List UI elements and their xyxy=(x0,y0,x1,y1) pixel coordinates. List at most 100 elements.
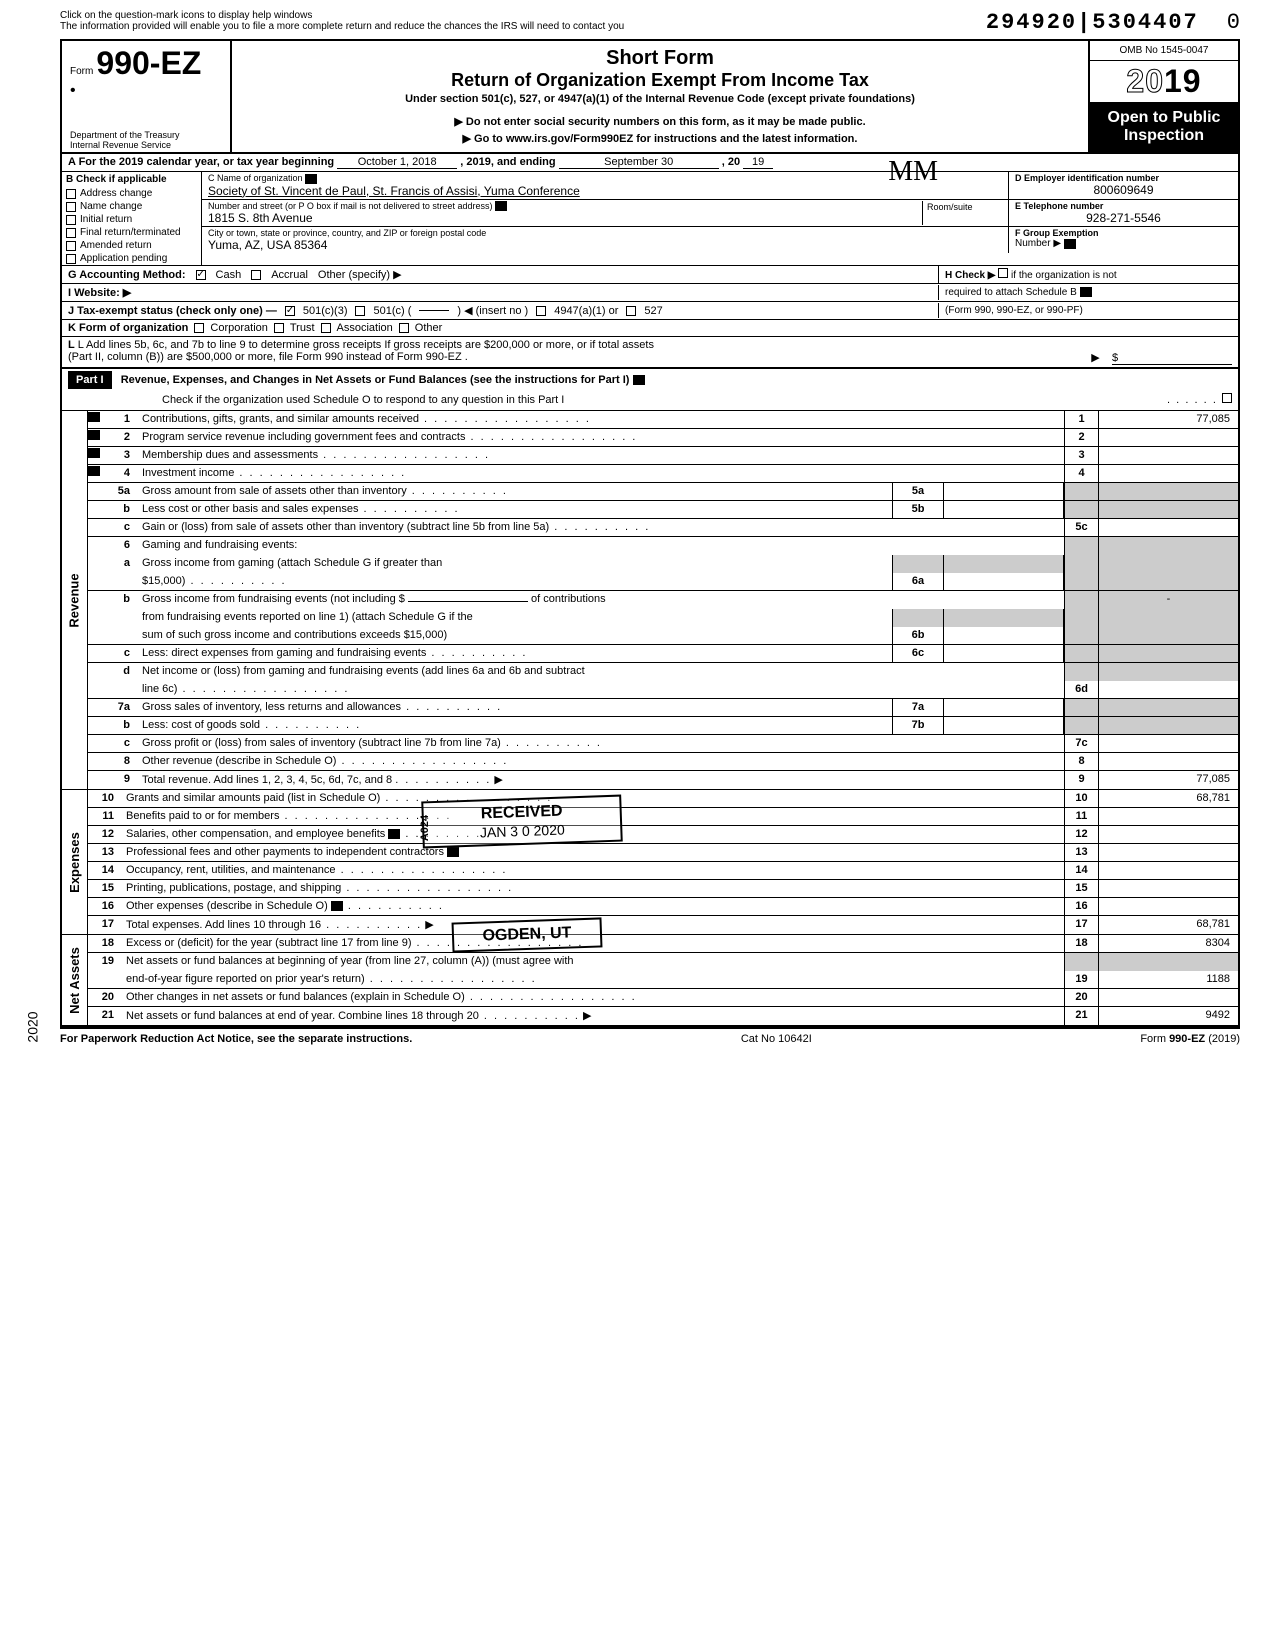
line-10: 10Grants and similar amounts paid (list … xyxy=(88,790,1238,808)
help-icon[interactable] xyxy=(88,412,100,422)
col-b-checkboxes: B Check if applicable Address change Nam… xyxy=(62,172,202,265)
open-to-public: Open to Public Inspection xyxy=(1090,102,1238,152)
row-i: I Website: ▶ required to attach Schedule… xyxy=(62,284,1238,302)
value-19: 1188 xyxy=(1098,971,1238,988)
help-icon[interactable] xyxy=(88,466,100,476)
chk-corp[interactable] xyxy=(194,323,204,333)
k-label: K Form of organization xyxy=(68,322,188,334)
form-header-right: OMB No 1545-0047 20201919 Open to Public… xyxy=(1088,41,1238,152)
chk-final-return[interactable]: Final return/terminated xyxy=(62,226,201,239)
chk-501c3[interactable] xyxy=(285,306,295,316)
field-ein: D Employer identification number 8006096… xyxy=(1008,172,1238,199)
row-a-begin-date: October 1, 2018 xyxy=(337,156,457,169)
row-h-cont: required to attach Schedule B xyxy=(938,285,1238,300)
help-icon[interactable] xyxy=(1080,287,1092,297)
checkbox-icon xyxy=(66,228,76,238)
line-19b: end-of-year figure reported on prior yea… xyxy=(88,971,1238,989)
chk-name-change[interactable]: Name change xyxy=(62,200,201,213)
top-instructions: Click on the question-mark icons to disp… xyxy=(60,10,624,32)
revenue-lines: 1Contributions, gifts, grants, and simil… xyxy=(88,411,1238,789)
chk-527[interactable] xyxy=(626,306,636,316)
value-21: 9492 xyxy=(1098,1007,1238,1025)
help-icon[interactable] xyxy=(633,375,645,385)
line-12: 12Salaries, other compensation, and empl… xyxy=(88,826,1238,844)
chk-cash[interactable] xyxy=(196,270,206,280)
chk-accrual[interactable] xyxy=(251,270,261,280)
line-6d-2: line 6c) 6d xyxy=(88,681,1238,699)
line-6b-2: from fundraising events reported on line… xyxy=(88,609,1238,627)
line-21: 21Net assets or fund balances at end of … xyxy=(88,1007,1238,1025)
line-7b: bLess: cost of goods sold 7b xyxy=(88,717,1238,735)
line-19a: 19Net assets or fund balances at beginni… xyxy=(88,953,1238,971)
value-17: 68,781 xyxy=(1098,916,1238,934)
c-label: C Name of organization xyxy=(208,173,303,183)
row-h: H Check ▶ if the organization is not xyxy=(938,266,1238,283)
room-label: Room/suite xyxy=(927,202,998,212)
line-9: 9Total revenue. Add lines 1, 2, 3, 4, 5c… xyxy=(88,771,1238,789)
chk-initial-return[interactable]: Initial return xyxy=(62,213,201,226)
line-6a-2: $15,000) 6a xyxy=(88,573,1238,591)
help-icon[interactable] xyxy=(447,847,459,857)
line-6b-1: bGross income from fundraising events (n… xyxy=(88,591,1238,609)
chk-application-pending[interactable]: Application pending xyxy=(62,252,201,265)
help-icon[interactable] xyxy=(88,430,100,440)
footer-right: Form 990-EZ (2019) xyxy=(1140,1033,1240,1045)
help-icon[interactable] xyxy=(388,829,400,839)
checkbox-icon xyxy=(66,189,76,199)
part-1-check-row: Check if the organization used Schedule … xyxy=(62,391,1238,410)
row-l: L L Add lines 5b, 6c, and 7b to line 9 t… xyxy=(62,337,1238,369)
line-4: 4Investment income 4 xyxy=(88,465,1238,483)
row-g-h: G Accounting Method: Cash Accrual Other … xyxy=(62,266,1238,284)
field-city: City or town, state or province, country… xyxy=(202,227,1008,253)
help-icon[interactable] xyxy=(495,201,507,211)
chk-4947[interactable] xyxy=(536,306,546,316)
line-2: 2Program service revenue including gover… xyxy=(88,429,1238,447)
chk-amended[interactable]: Amended return xyxy=(62,239,201,252)
f-sublabel: Number ▶ xyxy=(1015,238,1061,249)
top-line-1: Click on the question-mark icons to disp… xyxy=(60,10,624,21)
line-11: 11Benefits paid to or for members 11 xyxy=(88,808,1238,826)
otp-line-2: Inspection xyxy=(1092,127,1236,145)
chk-schedule-o[interactable] xyxy=(1222,393,1232,403)
form-instruction-1: ▶ Do not enter social security numbers o… xyxy=(242,115,1078,128)
g-label: G Accounting Method: xyxy=(68,269,186,281)
tax-year: 20201919 xyxy=(1090,61,1238,102)
chk-trust[interactable] xyxy=(274,323,284,333)
row-a-label: A For the 2019 calendar year, or tax yea… xyxy=(68,156,334,168)
col-b-header: B Check if applicable xyxy=(62,172,201,187)
help-icon[interactable] xyxy=(1064,239,1076,249)
chk-address-change[interactable]: Address change xyxy=(62,187,201,200)
addr-label: Number and street (or P O box if mail is… xyxy=(208,201,492,211)
row-k: K Form of organization Corporation Trust… xyxy=(62,320,1238,337)
chk-assoc[interactable] xyxy=(321,323,331,333)
help-icon[interactable] xyxy=(88,448,100,458)
field-telephone: E Telephone number 928-271-5546 xyxy=(1008,200,1238,227)
omb-number: OMB No 1545-0047 xyxy=(1090,41,1238,61)
telephone-value: 928-271-5546 xyxy=(1015,211,1232,225)
expenses-section: Expenses 10Grants and similar amounts pa… xyxy=(60,790,1240,935)
row-a-tax-year: A For the 2019 calendar year, or tax yea… xyxy=(60,154,1240,172)
top-line-2: The information provided will enable you… xyxy=(60,21,624,32)
chk-501c[interactable] xyxy=(355,306,365,316)
j-label: J Tax-exempt status (check only one) — xyxy=(68,305,277,317)
chk-schedule-b[interactable] xyxy=(998,268,1008,278)
d-label: D Employer identification number xyxy=(1015,173,1232,183)
rows-ghijkl: G Accounting Method: Cash Accrual Other … xyxy=(60,266,1240,369)
value-18: 8304 xyxy=(1098,935,1238,952)
line-3: 3Membership dues and assessments 3 xyxy=(88,447,1238,465)
help-icon[interactable] xyxy=(305,174,317,184)
help-icon[interactable] xyxy=(331,901,343,911)
form-header: Form 990-EZ • Department of the Treasury… xyxy=(60,39,1240,154)
line-6b-3: sum of such gross income and contributio… xyxy=(88,627,1238,645)
row-j: J Tax-exempt status (check only one) — 5… xyxy=(62,302,1238,320)
form-instruction-2: ▶ Go to www.irs.gov/Form990EZ for instru… xyxy=(242,132,1078,145)
field-group-exemption: F Group Exemption Number ▶ xyxy=(1008,227,1238,253)
doc-id-wrap: 294920|5304407 0 xyxy=(986,10,1240,35)
line-6a-1: aGross income from gaming (attach Schedu… xyxy=(88,555,1238,573)
dept-treasury: Department of the Treasury xyxy=(70,130,222,140)
dept-irs: Internal Revenue Service xyxy=(70,140,222,150)
l-text-2: (Part II, column (B)) are $500,000 or mo… xyxy=(68,351,468,365)
line-6d-1: dNet income or (loss) from gaming and fu… xyxy=(88,663,1238,681)
document-id: 294920|5304407 xyxy=(986,10,1199,35)
chk-other[interactable] xyxy=(399,323,409,333)
